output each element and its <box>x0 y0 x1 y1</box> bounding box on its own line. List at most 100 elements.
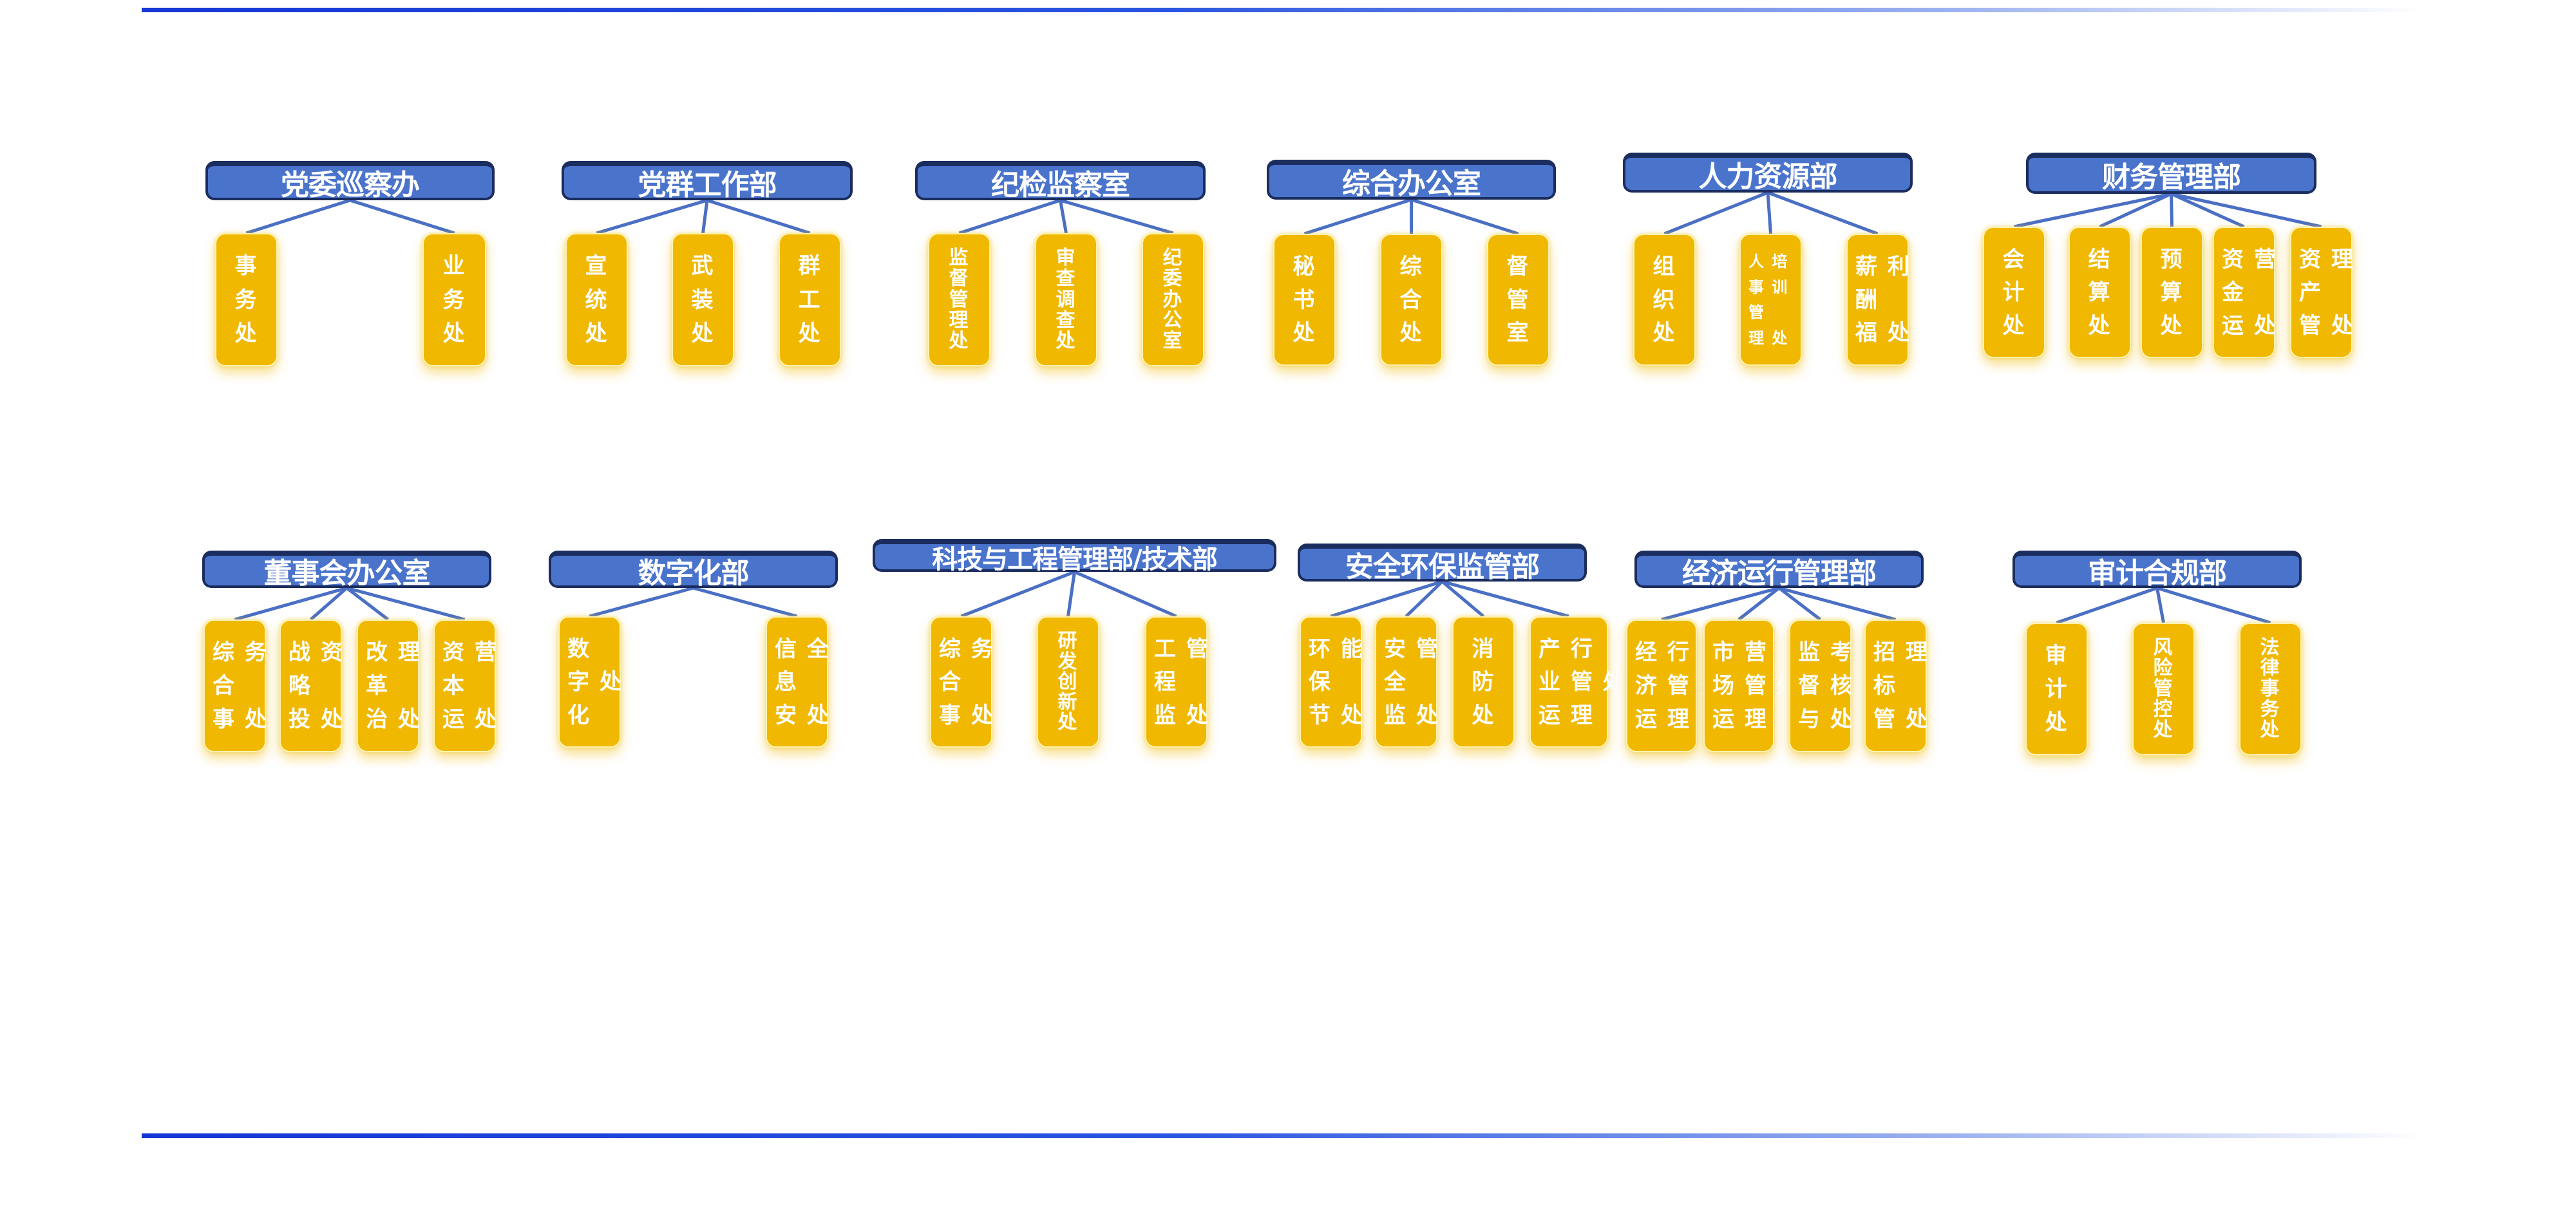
department-header[interactable]: 综合办公室 <box>1267 160 1556 200</box>
sub-unit-box[interactable]: 审计处 <box>2025 623 2088 755</box>
sub-unit-box[interactable]: 纪委办公室 <box>1142 233 1204 366</box>
sub-unit-box[interactable]: 组织处 <box>1633 234 1696 366</box>
department-header[interactable]: 董事会办公室 <box>202 551 491 590</box>
sub-unit-label: 全 <box>1384 669 1407 695</box>
sub-unit-label: 处 <box>2260 719 2281 741</box>
sub-unit-label: 险 <box>2153 657 2174 679</box>
sub-unit-label: 事 <box>2260 677 2281 700</box>
sub-unit-label: 处 <box>1293 320 1316 346</box>
sub-unit-label: 处 <box>1056 330 1077 352</box>
sub-unit-box[interactable]: 经 行济 管 处运 理 <box>1626 620 1721 752</box>
sub-unit-box[interactable]: 环 能保节 处 <box>1300 616 1363 748</box>
sub-unit-box[interactable]: 资 营本运 处 <box>433 620 498 752</box>
connector-line <box>596 198 708 235</box>
sub-unit-box[interactable]: 风险管控处 <box>2132 623 2195 755</box>
sub-unit-label: 调 <box>1056 288 1077 311</box>
sub-unit-label: 与 处 <box>1798 706 1853 732</box>
sub-unit-box[interactable]: 招 理标管 处 <box>1864 620 1927 752</box>
department-header[interactable]: 党群工作部 <box>562 161 853 202</box>
sub-unit-label: 查 <box>1056 308 1077 332</box>
bottom-divider <box>142 1133 2425 1138</box>
connector-line <box>1066 571 1076 617</box>
sub-unit-box[interactable]: 产 行业 管 处运 理 <box>1530 616 1625 748</box>
department-header[interactable]: 财务管理部 <box>2026 153 2316 194</box>
sub-unit-box[interactable]: 会计处 <box>1983 227 2045 358</box>
sub-unit-label: 处 <box>2002 312 2026 339</box>
sub-unit-label: 事 处 <box>939 702 994 728</box>
sub-unit-label: 武 <box>691 253 715 279</box>
department-header[interactable]: 安全环保监管部 <box>1298 544 1587 583</box>
sub-unit-box[interactable]: 市 营场 管 处运 理 <box>1703 620 1799 752</box>
department-header[interactable]: 经济运行管理部 <box>1634 551 1924 590</box>
connector-line <box>2013 192 2172 229</box>
sub-unit-box[interactable]: 宣统处 <box>565 233 628 366</box>
department-header[interactable]: 纪检监察室 <box>915 161 1206 202</box>
sub-unit-label: 资 理 <box>2299 246 2354 272</box>
sub-unit-box[interactable]: 研发创新处 <box>1037 616 1099 748</box>
sub-unit-label: 改 理 <box>366 639 421 665</box>
sub-unit-label: 监 处 <box>1154 702 1209 728</box>
department-header[interactable]: 审计合规部 <box>2012 551 2302 590</box>
sub-unit-box[interactable]: 改 理革治 处 <box>357 620 421 752</box>
sub-unit-box[interactable]: 薪 利酬福 处 <box>1846 234 1909 366</box>
sub-unit-box[interactable]: 监 考督 核与 处 <box>1789 620 1852 752</box>
sub-unit-box[interactable]: 业务处 <box>422 233 486 366</box>
connector-line <box>1663 191 1768 236</box>
connector-line <box>309 587 348 621</box>
sub-unit-box[interactable]: 战 资略投 处 <box>279 620 343 752</box>
department-header[interactable]: 科技与工程管理部/技术部 <box>873 539 1276 574</box>
sub-unit-label: 统 <box>585 287 609 313</box>
sub-unit-label: 处 <box>1057 711 1079 734</box>
sub-unit-label: 管 处 <box>2299 312 2354 339</box>
sub-unit-label: 处 <box>691 320 715 346</box>
sub-unit-label: 数 <box>567 636 591 662</box>
sub-unit-label: 金 <box>2222 279 2245 305</box>
sub-unit-box[interactable]: 法律事务处 <box>2239 623 2302 755</box>
sub-unit-label: 委 <box>1162 267 1184 290</box>
sub-unit-label: 福 处 <box>1855 320 1911 346</box>
connector-line <box>589 586 694 618</box>
connector-line <box>234 586 348 621</box>
sub-unit-box[interactable]: 武装处 <box>672 233 734 366</box>
sub-unit-box[interactable]: 工 管程监 处 <box>1145 616 1208 748</box>
sub-unit-box[interactable]: 督管室 <box>1487 234 1549 366</box>
sub-unit-label: 务 <box>2260 698 2281 721</box>
sub-unit-label: 务 <box>442 287 466 313</box>
sub-unit-label: 综 务 <box>939 636 994 662</box>
sub-unit-label: 运 理 <box>1539 702 1594 728</box>
sub-unit-label: 安 管 <box>1384 636 1439 662</box>
sub-unit-box[interactable]: 事务处 <box>215 233 278 366</box>
sub-unit-label: 处 <box>1399 320 1423 346</box>
sub-unit-box[interactable]: 预算处 <box>2141 227 2203 358</box>
sub-unit-label: 酬 <box>1855 287 1879 313</box>
sub-unit-box[interactable]: 监督管理处 <box>928 233 990 366</box>
sub-unit-box[interactable]: 资 营金运 处 <box>2213 227 2277 358</box>
sub-unit-box[interactable]: 安 管全监 处 <box>1375 616 1439 748</box>
connector-line <box>349 198 455 235</box>
sub-unit-box[interactable]: 人 培事 训管理 处 <box>1739 234 1802 366</box>
sub-unit-label: 息 <box>775 669 798 695</box>
sub-unit-box[interactable]: 结算处 <box>2069 227 2131 358</box>
sub-unit-label: 业 管 处 <box>1539 669 1626 695</box>
sub-unit-label: 运 处 <box>2222 312 2277 339</box>
sub-unit-box[interactable]: 综合处 <box>1380 234 1443 366</box>
connector-line <box>692 586 798 618</box>
sub-unit-box[interactable]: 群工处 <box>779 233 841 366</box>
department-header[interactable]: 人力资源部 <box>1623 153 1913 193</box>
sub-unit-box[interactable]: 信 全息安 处 <box>766 616 829 748</box>
connector-line <box>1661 586 1780 621</box>
sub-unit-label: 运 处 <box>442 706 498 732</box>
sub-unit-box[interactable]: 资 理产管 处 <box>2290 227 2353 358</box>
department-header[interactable]: 党委巡察办 <box>205 161 495 202</box>
sub-unit-label: 处 <box>585 320 609 346</box>
connector-line <box>1441 580 1485 618</box>
sub-unit-box[interactable]: 秘书处 <box>1273 234 1336 366</box>
sub-unit-box[interactable]: 数字 处化 <box>558 616 621 748</box>
department-header[interactable]: 数字化部 <box>549 551 838 590</box>
sub-unit-box[interactable]: 综 务合事 处 <box>204 620 267 752</box>
sub-unit-label: 产 <box>2299 279 2322 305</box>
sub-unit-label: 监 考 <box>1798 639 1853 665</box>
sub-unit-box[interactable]: 综 务合事 处 <box>930 616 994 748</box>
sub-unit-box[interactable]: 审查调查处 <box>1035 233 1097 366</box>
sub-unit-box[interactable]: 消防处 <box>1452 616 1515 748</box>
